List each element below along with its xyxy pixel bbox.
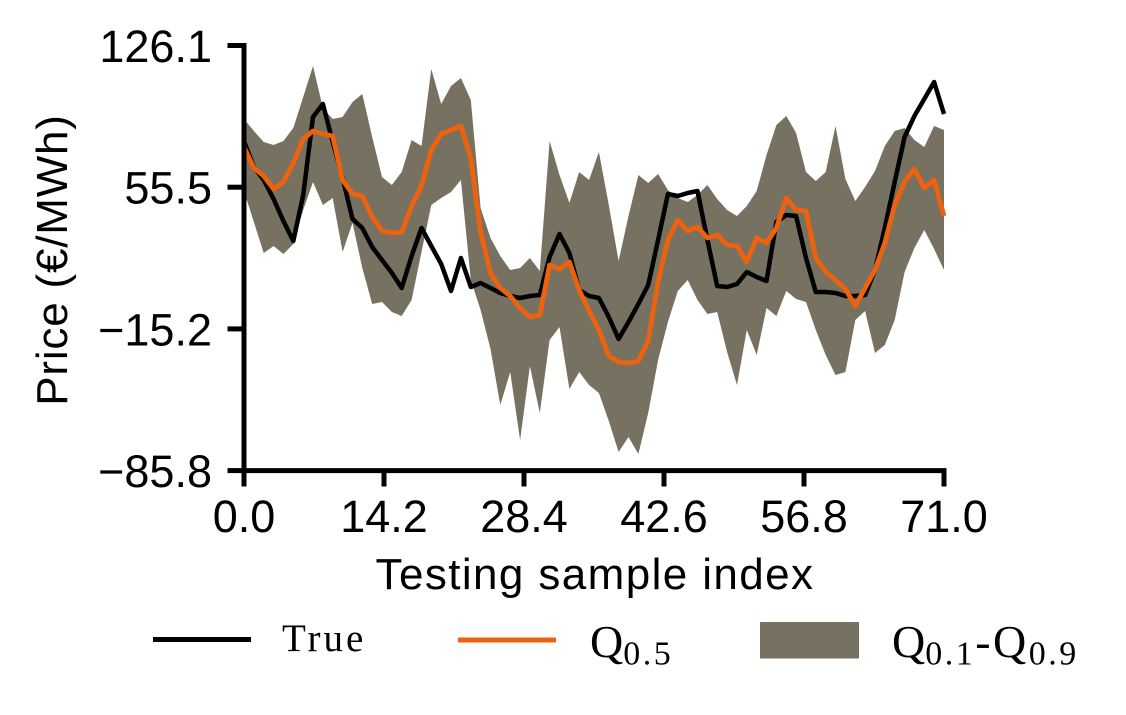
svg-text:Q0.1-Q0.9: Q0.1-Q0.9 bbox=[892, 616, 1079, 673]
svg-text:55.5: 55.5 bbox=[124, 163, 212, 214]
svg-text:−15.2: −15.2 bbox=[98, 304, 212, 355]
svg-text:True: True bbox=[282, 617, 366, 660]
svg-text:126.1: 126.1 bbox=[99, 21, 212, 72]
svg-text:71.0: 71.0 bbox=[900, 491, 988, 542]
svg-text:Q0.5: Q0.5 bbox=[590, 616, 673, 673]
svg-text:42.6: 42.6 bbox=[620, 491, 708, 542]
svg-text:Testing sample index: Testing sample index bbox=[376, 550, 815, 599]
svg-text:28.4: 28.4 bbox=[480, 491, 568, 542]
svg-text:Price (€/MWh): Price (€/MWh) bbox=[28, 114, 77, 406]
svg-text:14.2: 14.2 bbox=[340, 491, 428, 542]
svg-text:56.8: 56.8 bbox=[760, 491, 848, 542]
svg-text:−85.8: −85.8 bbox=[98, 446, 212, 497]
svg-text:0.0: 0.0 bbox=[213, 491, 276, 542]
